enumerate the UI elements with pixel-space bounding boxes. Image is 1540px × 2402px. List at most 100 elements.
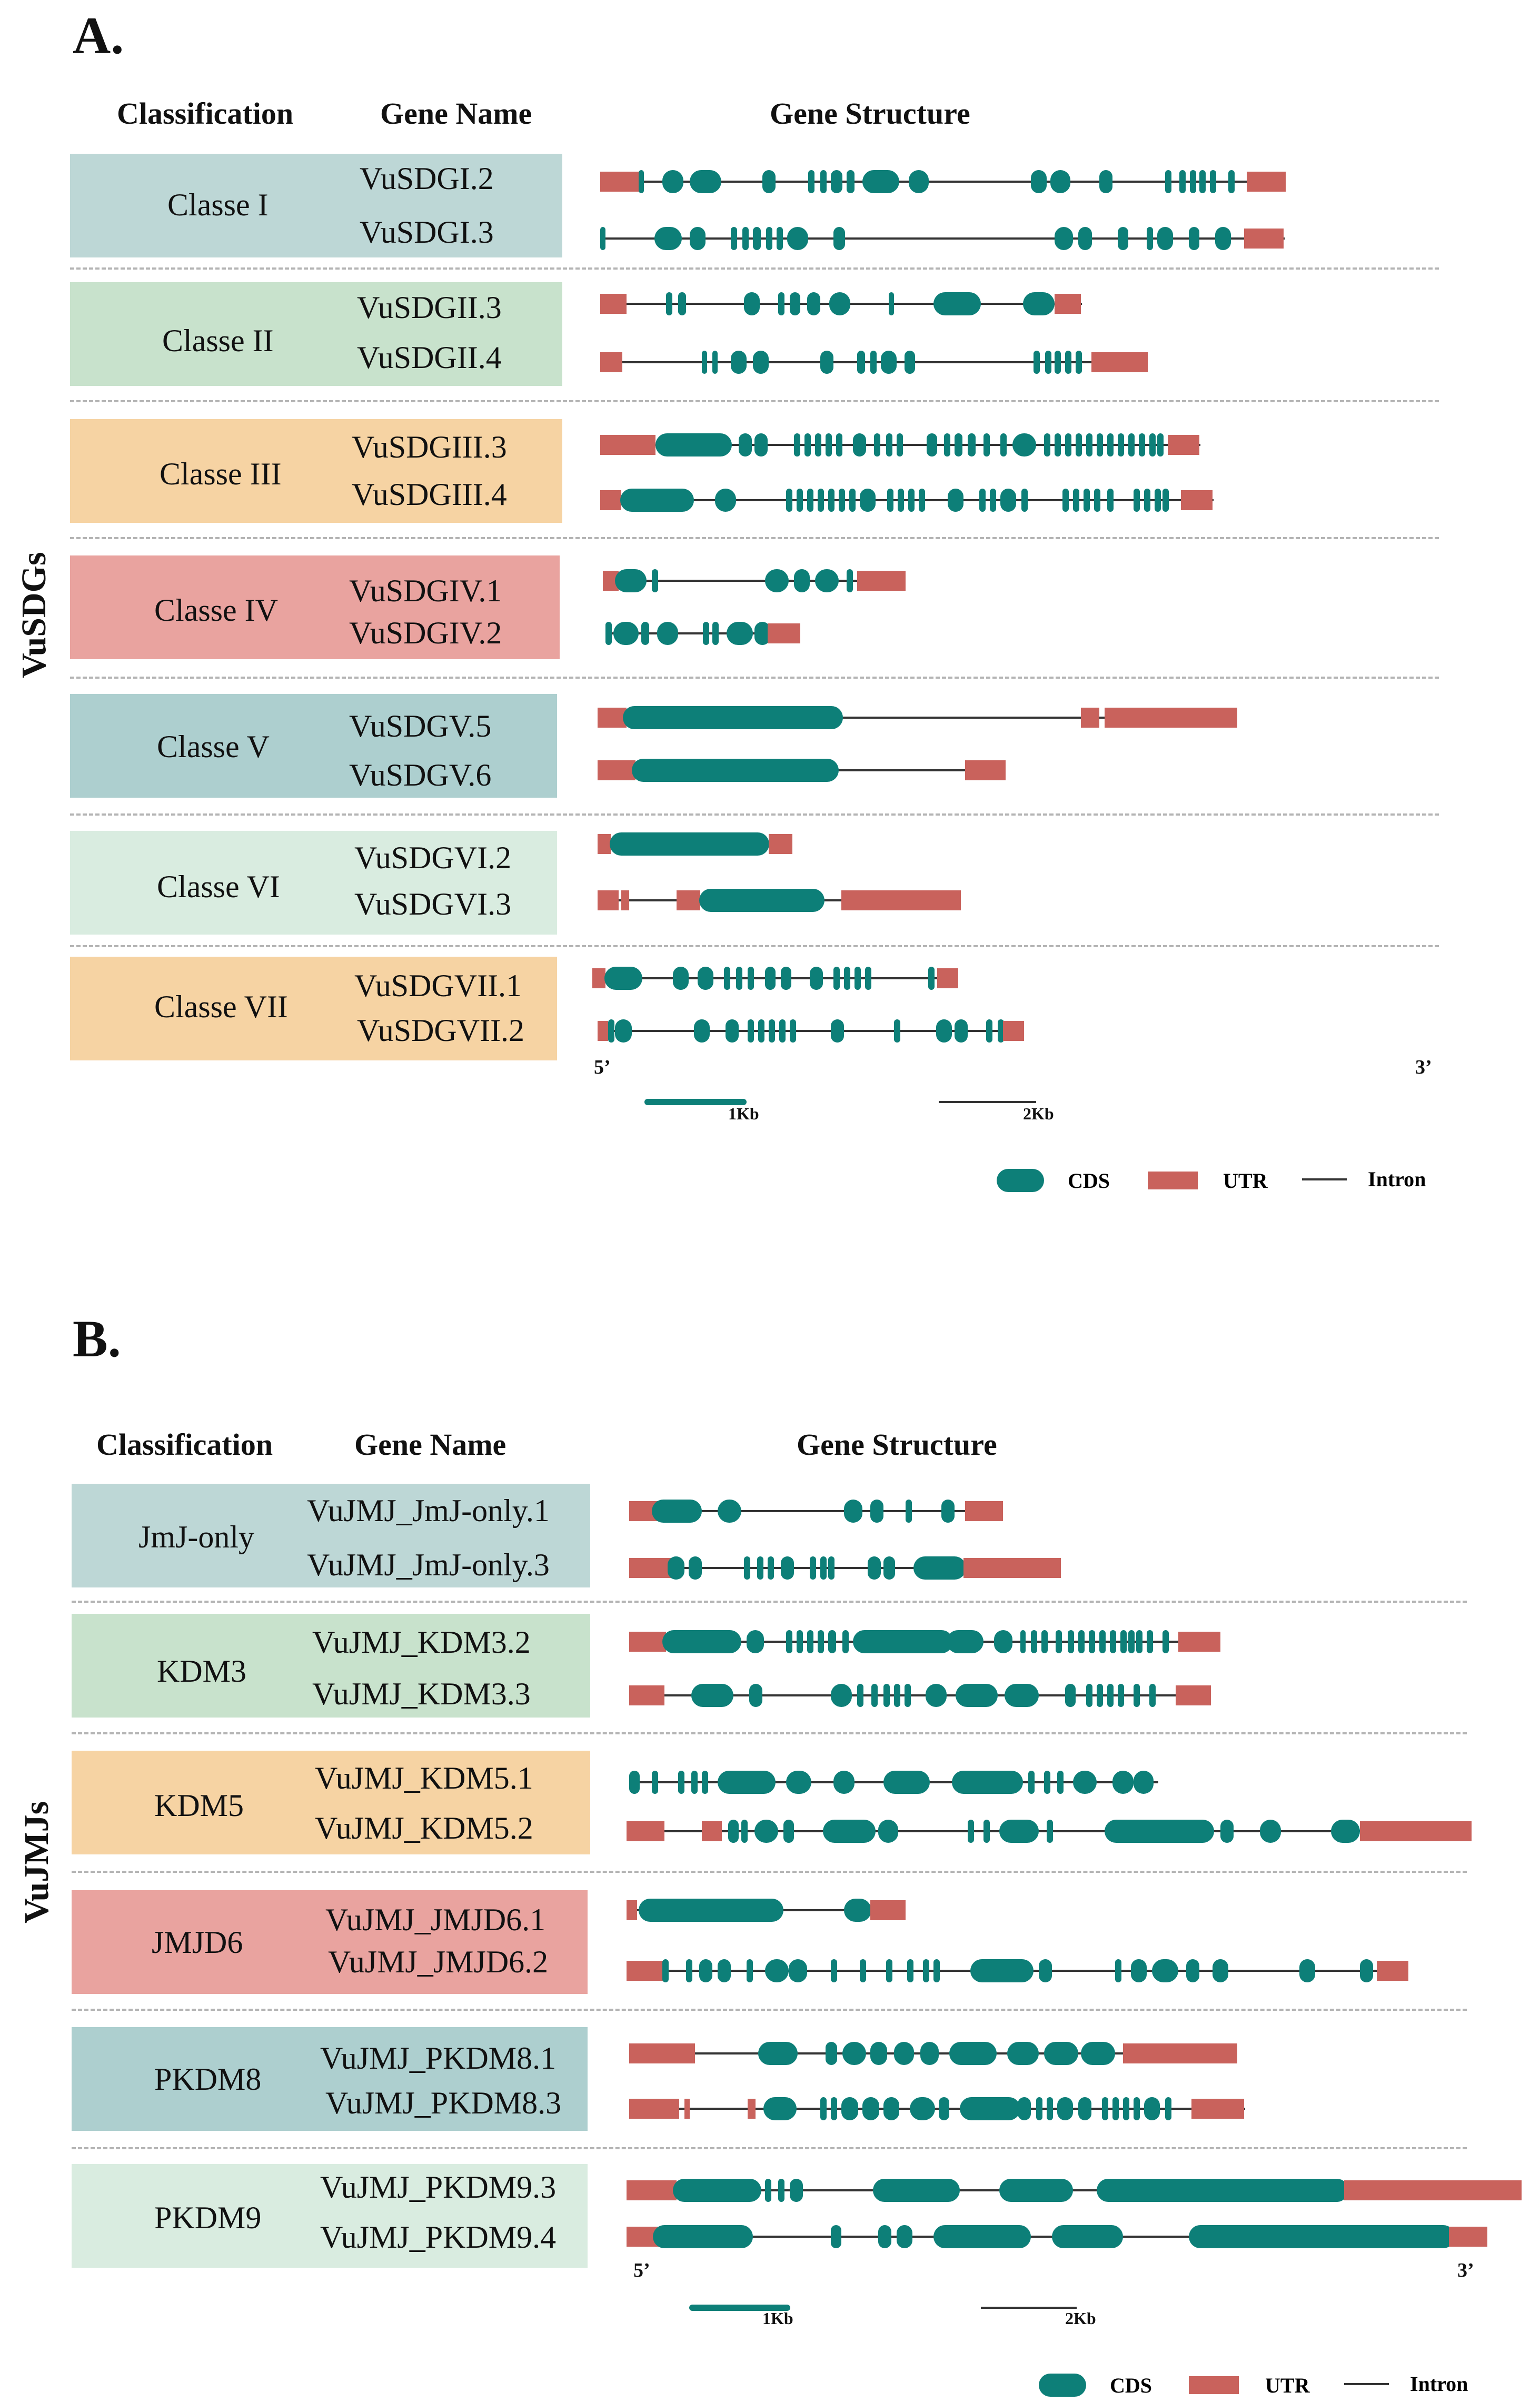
cds-exon	[753, 351, 769, 374]
cds-exon	[833, 227, 845, 250]
cds-exon	[898, 489, 904, 512]
cds-exon	[998, 1019, 1004, 1043]
gene-structure-track	[627, 1899, 906, 1922]
cds-exon	[620, 489, 694, 512]
cds-exon	[1036, 2097, 1042, 2120]
utr-block	[600, 172, 642, 192]
utr-block	[629, 1632, 666, 1652]
legend-cds-label: CDS	[1110, 2374, 1152, 2397]
cds-exon	[986, 1019, 992, 1043]
cds-exon	[878, 1820, 898, 1843]
cds-exon	[1189, 227, 1199, 250]
cds-exon	[1097, 433, 1103, 456]
cds-exon	[1157, 433, 1164, 456]
cds-exon	[999, 1820, 1039, 1843]
gene-structure-track	[627, 2225, 1487, 2248]
utr-block	[598, 1021, 608, 1041]
class-box-pkdm8	[72, 2027, 588, 2131]
cds-exon	[1068, 1630, 1074, 1653]
cds-exon	[815, 433, 821, 456]
cds-exon	[657, 622, 678, 645]
gene-structure-track	[600, 292, 1082, 315]
cds-exon	[749, 1684, 762, 1707]
gene-name: VuSDGVII.2	[357, 1013, 525, 1048]
cds-exon	[747, 1630, 764, 1653]
cds-exon	[790, 2179, 803, 2202]
cds-exon	[1005, 1684, 1039, 1707]
cds-exon	[909, 170, 929, 193]
cds-exon	[1065, 351, 1071, 374]
cds-exon	[1094, 489, 1100, 512]
cds-exon	[1078, 2097, 1091, 2120]
cds-exon	[641, 622, 649, 645]
cds-exon	[1107, 489, 1114, 512]
cds-exon	[886, 1959, 892, 1982]
cds-exon	[781, 1556, 794, 1580]
legend-intron-label: Intron	[1368, 1167, 1426, 1191]
cds-exon	[1099, 1630, 1106, 1653]
cds-exon	[769, 1019, 775, 1043]
utr-block	[600, 435, 655, 455]
cds-exon	[844, 1899, 871, 1922]
gene-name: VuSDGI.3	[360, 215, 494, 250]
cds-exon	[983, 433, 990, 456]
cds-exon	[999, 2179, 1073, 2202]
utr-block	[1247, 172, 1286, 192]
cds-exon	[818, 1630, 824, 1653]
utr-block	[1123, 2043, 1237, 2063]
cds-exon	[926, 1684, 947, 1707]
cds-exon	[786, 489, 792, 512]
cds-exon	[1120, 1630, 1127, 1653]
utr-block	[1191, 2099, 1244, 2119]
cds-exon	[905, 1684, 911, 1707]
cds-exon	[768, 1556, 774, 1580]
cds-exon	[1102, 2097, 1108, 2120]
cds-exon	[754, 622, 770, 645]
cds-exon	[944, 433, 950, 456]
legend-cds-label: CDS	[1068, 1169, 1110, 1193]
cds-exon	[1128, 1630, 1135, 1653]
cds-exon	[781, 967, 791, 990]
class-separator	[72, 1732, 1467, 1734]
cds-exon	[1134, 2097, 1140, 2120]
cds-exon	[820, 170, 827, 193]
cds-exon	[794, 433, 800, 456]
cds-exon	[797, 1630, 803, 1653]
cds-exon	[1057, 1771, 1064, 1794]
utr-block	[627, 1961, 663, 1981]
cds-exon	[1044, 433, 1050, 456]
cds-exon	[699, 889, 824, 912]
cds-exon	[744, 1556, 750, 1580]
class-label: Classe II	[162, 323, 274, 358]
class-label: Classe III	[160, 456, 282, 491]
utr-block	[627, 1900, 637, 1920]
cds-exon	[744, 292, 760, 315]
cds-exon	[826, 2042, 837, 2065]
cds-exon	[691, 1771, 698, 1794]
cds-exon	[920, 2042, 939, 2065]
cds-exon	[860, 489, 876, 512]
cds-exon	[718, 1500, 741, 1523]
cds-exon	[831, 2097, 837, 2120]
panel-a-scale-1kb-label: 1Kb	[728, 1104, 759, 1123]
cds-exon	[787, 227, 808, 250]
gene-name: VuJMJ_PKDM8.3	[325, 2086, 562, 2120]
class-box-kdm3	[72, 1614, 590, 1718]
gene-structure-track	[598, 706, 1237, 729]
cds-exon	[726, 1019, 739, 1043]
utr-block	[677, 890, 700, 910]
cds-exon	[831, 2225, 841, 2248]
gene-name: VuJMJ_PKDM9.4	[320, 2220, 557, 2255]
gene-structure-track	[598, 759, 1006, 782]
cds-exon	[753, 227, 761, 250]
class-box-classe-v	[70, 694, 557, 798]
cds-exon	[1023, 292, 1055, 315]
cds-exon	[936, 1019, 952, 1043]
cds-exon	[1134, 1684, 1140, 1707]
cds-exon	[1052, 2225, 1123, 2248]
cds-exon	[808, 170, 814, 193]
gene-name: VuSDGV.5	[349, 709, 492, 743]
cds-exon	[1028, 1771, 1035, 1794]
cds-exon	[1115, 1959, 1121, 1982]
cds-exon	[894, 1019, 900, 1043]
